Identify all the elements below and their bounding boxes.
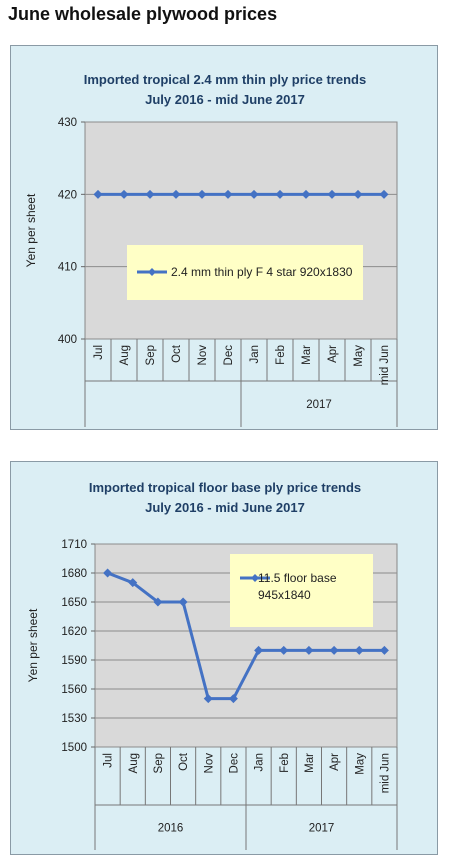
x-group-label: 2017 [309, 823, 335, 835]
data-point [93, 189, 103, 199]
x-tick-label: Sep [145, 345, 157, 365]
data-point [327, 189, 337, 199]
data-point [275, 189, 285, 199]
x-tick-label: Apr [327, 345, 339, 363]
data-point [171, 189, 181, 199]
floor-base-chart-panel: Imported tropical floor base ply price t… [10, 461, 438, 855]
data-point [301, 189, 311, 199]
data-point [223, 189, 233, 199]
x-tick-label: Mar [304, 753, 316, 773]
x-tick-label: Apr [329, 753, 341, 771]
y-tick-label: 430 [58, 117, 77, 129]
x-tick-label: Aug [128, 753, 140, 773]
data-point [197, 189, 207, 199]
x-tick-label: Jan [249, 345, 261, 364]
thin-ply-chart-panel: Imported tropical 2.4 mm thin ply price … [10, 45, 438, 430]
x-tick-label: Mar [301, 345, 313, 365]
x-tick-label: mid Jun [379, 345, 391, 385]
y-tick-label: 1680 [61, 568, 87, 580]
chart-title: Imported tropical floor base ply price t… [89, 480, 361, 495]
thin-ply-chart: Imported tropical 2.4 mm thin ply price … [24, 72, 398, 427]
x-tick-label: mid Jun [379, 753, 391, 793]
y-tick-label: 1530 [61, 713, 87, 725]
x-tick-label: Dec [223, 345, 235, 366]
data-point [128, 578, 138, 588]
y-axis-label: Yen per sheet [24, 193, 38, 267]
x-group-label: 2016 [158, 823, 184, 835]
y-tick-label: 420 [58, 189, 77, 201]
chart-title: Imported tropical 2.4 mm thin ply price … [84, 72, 366, 87]
x-tick-label: Nov [197, 345, 209, 366]
data-point [228, 694, 238, 704]
data-point [178, 597, 188, 607]
x-tick-label: Nov [203, 753, 215, 774]
legend-marker [148, 268, 156, 276]
chart-subtitle: July 2016 - mid June 2017 [145, 500, 305, 515]
legend-label: 945x1840 [258, 588, 311, 602]
data-point [203, 694, 213, 704]
data-point [353, 189, 363, 199]
floor-base-chart: Imported tropical floor base ply price t… [26, 480, 398, 850]
data-point [379, 189, 389, 199]
y-tick-label: 1590 [61, 655, 87, 667]
x-tick-label: Oct [178, 752, 190, 771]
data-point [304, 645, 314, 655]
x-tick-label: Jan [254, 753, 266, 772]
x-group-label: 2017 [306, 399, 332, 411]
legend-label: 11.5 floor base [258, 571, 337, 585]
plot-area [84, 121, 398, 340]
legend-box [230, 554, 373, 627]
y-tick-label: 1650 [61, 597, 87, 609]
y-tick-label: 1620 [61, 626, 87, 638]
y-tick-label: 1560 [61, 684, 87, 696]
data-point [354, 645, 364, 655]
y-tick-label: 1500 [61, 742, 87, 754]
y-tick-label: 1710 [61, 539, 87, 551]
data-point [279, 645, 289, 655]
x-tick-label: Oct [171, 344, 183, 363]
x-tick-label: Feb [275, 345, 287, 365]
data-point [153, 597, 163, 607]
x-tick-label: Aug [119, 345, 131, 365]
data-point [254, 645, 264, 655]
page-title: June wholesale plywood prices [8, 4, 278, 24]
legend-marker [251, 574, 259, 582]
data-point [103, 568, 113, 578]
x-tick-label: May [353, 345, 365, 367]
chart-subtitle: July 2016 - mid June 2017 [145, 92, 305, 107]
legend-label: 2.4 mm thin ply F 4 star 920x1830 [171, 265, 353, 279]
data-point [329, 645, 339, 655]
data-point [379, 645, 389, 655]
x-tick-label: May [354, 753, 366, 775]
y-tick-label: 400 [58, 334, 77, 346]
x-tick-label: Feb [279, 753, 291, 773]
y-tick-label: 410 [58, 262, 77, 274]
x-tick-label: Dec [228, 753, 240, 774]
x-tick-label: Jul [103, 753, 115, 768]
x-tick-label: Sep [153, 753, 165, 773]
data-point [145, 189, 155, 199]
y-axis-label: Yen per sheet [26, 608, 40, 682]
data-point [249, 189, 259, 199]
data-point [119, 189, 129, 199]
x-tick-label: Jul [93, 345, 105, 360]
